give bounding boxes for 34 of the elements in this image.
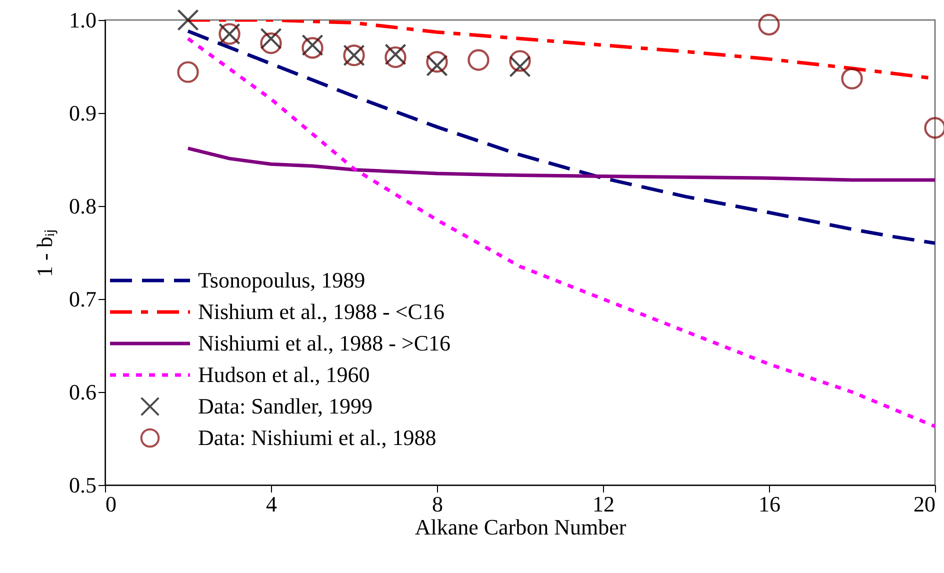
x-tick-label: 0 — [106, 492, 116, 516]
line-series — [186, 29, 935, 245]
point — [260, 28, 282, 50]
point — [758, 14, 780, 36]
legend-label: Data: Sandler, 1999 — [198, 394, 372, 418]
point — [509, 56, 531, 78]
x-tick-label: 4 — [266, 492, 277, 516]
x-tick-label: 20 — [914, 492, 936, 516]
legend-label: Hudson et al., 1960 — [198, 362, 370, 387]
x-tick-label: 12 — [592, 492, 614, 516]
point — [468, 49, 490, 71]
point — [426, 51, 448, 73]
y-tick-label: 0.7 — [69, 286, 96, 312]
legend-label: Data: Nishiumi et al., 1988 — [198, 425, 436, 450]
x-tick-label: 16 — [758, 492, 780, 516]
y-tick-label: 0.8 — [69, 194, 96, 218]
y-tick-label: 0.9 — [69, 100, 96, 126]
y-tick-label: 0.5 — [69, 472, 96, 498]
legend-label: Tsonopoulus, 1989 — [198, 268, 366, 292]
y-axis-title: 1 - bᵢⱼ — [32, 229, 58, 277]
point — [177, 9, 199, 31]
point — [426, 54, 448, 76]
y-tick-label: 0.6 — [69, 380, 96, 404]
point — [509, 50, 531, 72]
line-series — [186, 36, 935, 428]
legend-label: Nishiumi et al., 1988 - >C16 — [198, 330, 451, 356]
point — [177, 61, 199, 83]
x-axis-title: Alkane Carbon Number — [414, 514, 627, 540]
point — [841, 68, 863, 90]
line-series — [186, 146, 935, 182]
legend-label: Nishium et al., 1988 - <C16 — [198, 299, 444, 324]
y-tick-label: 1.0 — [69, 8, 96, 32]
point — [260, 32, 282, 54]
x-tick-label: 8 — [432, 492, 443, 516]
